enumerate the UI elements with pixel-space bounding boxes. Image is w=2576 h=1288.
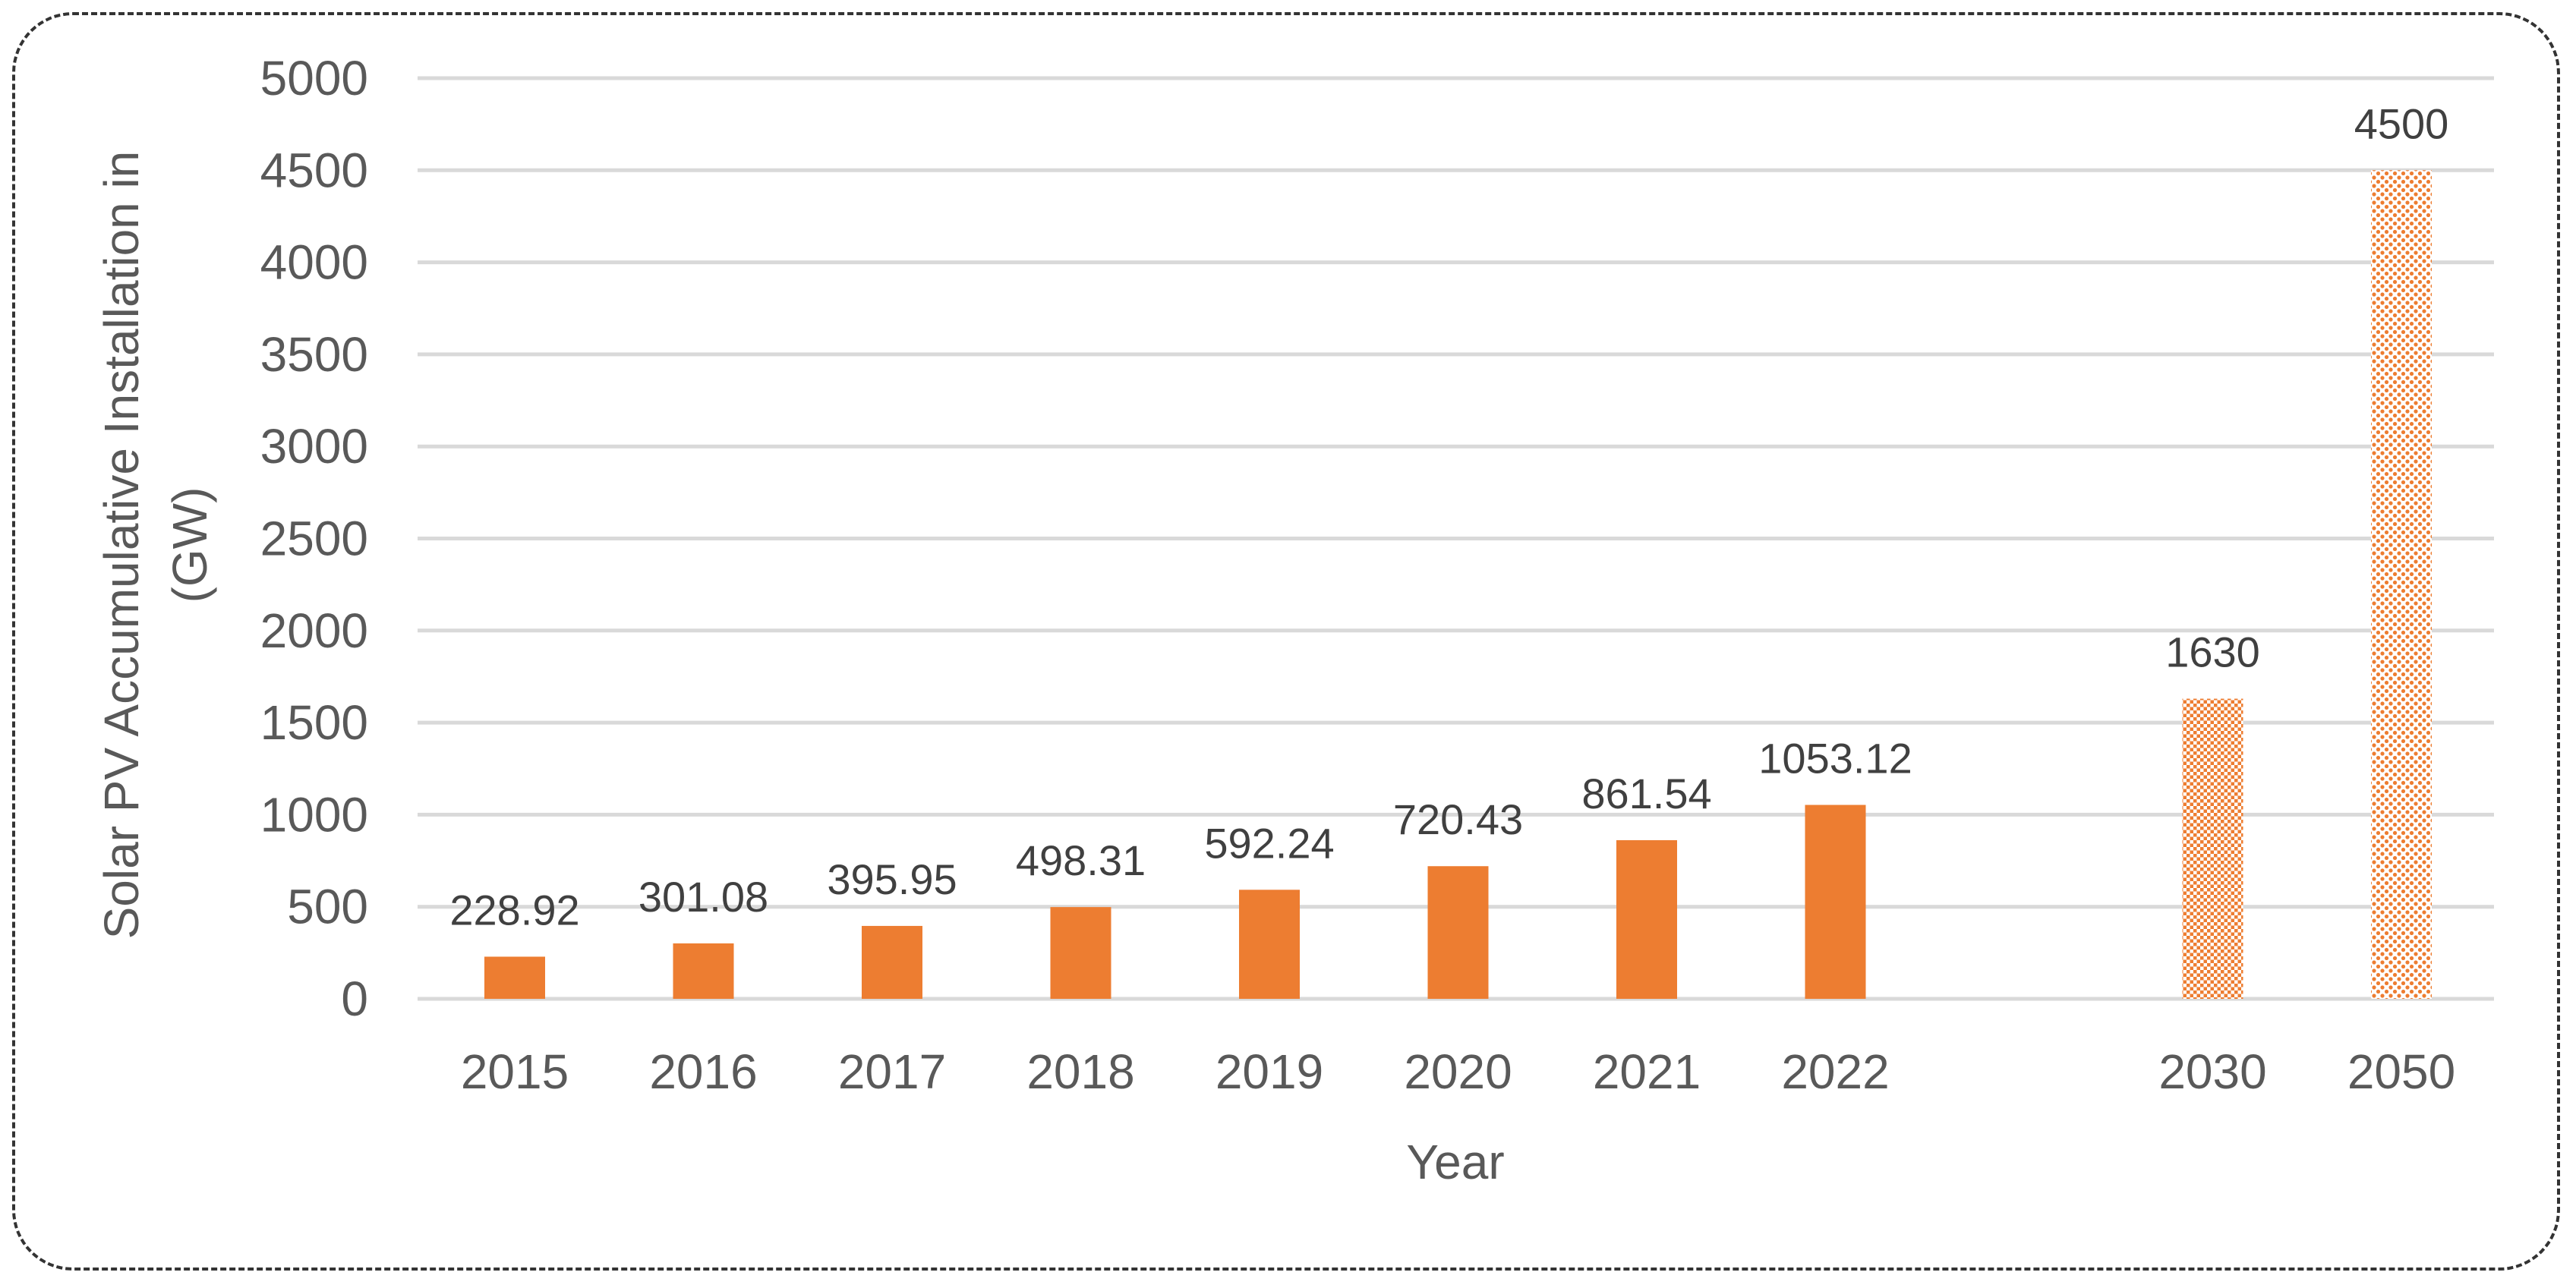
x-tick-label: 2030 (2158, 1044, 2266, 1099)
bar (2371, 170, 2432, 999)
chart-frame (12, 12, 2560, 1271)
bar (862, 925, 922, 999)
x-tick-label: 2050 (2347, 1044, 2455, 1099)
y-tick-label: 2500 (260, 512, 368, 566)
gridlines (418, 76, 2494, 1001)
y-tick-label: 4500 (260, 143, 368, 197)
data-label: 1630 (2165, 628, 2260, 676)
data-label: 861.54 (1581, 770, 1711, 817)
bar (1616, 839, 1677, 999)
y-axis-title-line-2: (GW) (162, 487, 217, 603)
y-axis-title-line-1: Solar PV Accumulative Installation in (94, 151, 149, 940)
x-tick-label: 2019 (1215, 1044, 1323, 1099)
bar (1050, 907, 1111, 999)
x-tick-label: 2017 (838, 1044, 946, 1099)
data-label: 592.24 (1204, 819, 1334, 867)
data-label: 395.95 (827, 855, 957, 903)
x-axis-ticks: 2015 2016 2017 2018 2019 2020 2021 2022 2030 2050 (461, 1044, 2455, 1099)
y-tick-label: 0 (341, 972, 368, 1026)
data-label: 720.43 (1393, 795, 1523, 843)
data-label: 228.92 (449, 886, 579, 934)
y-tick-label: 4000 (260, 235, 368, 290)
y-tick-label: 2000 (260, 603, 368, 658)
y-tick-label: 500 (287, 880, 368, 934)
x-tick-label: 2022 (1781, 1044, 1889, 1099)
y-axis-title: Solar PV Accumulative Installation in (G… (94, 151, 217, 940)
bar (2182, 698, 2243, 999)
bar (1805, 805, 1866, 999)
x-tick-label: 2020 (1404, 1044, 1512, 1099)
y-tick-label: 5000 (260, 51, 368, 105)
y-tick-label: 1000 (260, 787, 368, 842)
y-tick-label: 3500 (260, 327, 368, 382)
data-label: 1053.12 (1758, 735, 1912, 783)
bar (1427, 866, 1489, 999)
y-tick-label: 3000 (260, 419, 368, 474)
x-axis-title: Year (1406, 1135, 1504, 1189)
data-label: 4500 (2354, 99, 2449, 147)
x-tick-label: 2021 (1593, 1044, 1701, 1099)
data-label: 498.31 (1016, 836, 1146, 884)
x-tick-label: 2016 (649, 1044, 757, 1099)
data-label: 301.08 (638, 873, 768, 921)
y-axis-ticks: 0 500 1000 1500 2000 2500 3000 3500 4000 4500 5000 (260, 51, 368, 1026)
data-labels: 228.92 301.08 395.95 498.31 592.24 720.43 861.… (449, 99, 2448, 934)
bar (484, 956, 545, 999)
x-tick-label: 2015 (461, 1044, 569, 1099)
y-tick-label: 1500 (260, 695, 368, 750)
bar (673, 943, 734, 999)
bars (484, 170, 2432, 999)
bar (1239, 890, 1300, 999)
x-tick-label: 2018 (1026, 1044, 1134, 1099)
